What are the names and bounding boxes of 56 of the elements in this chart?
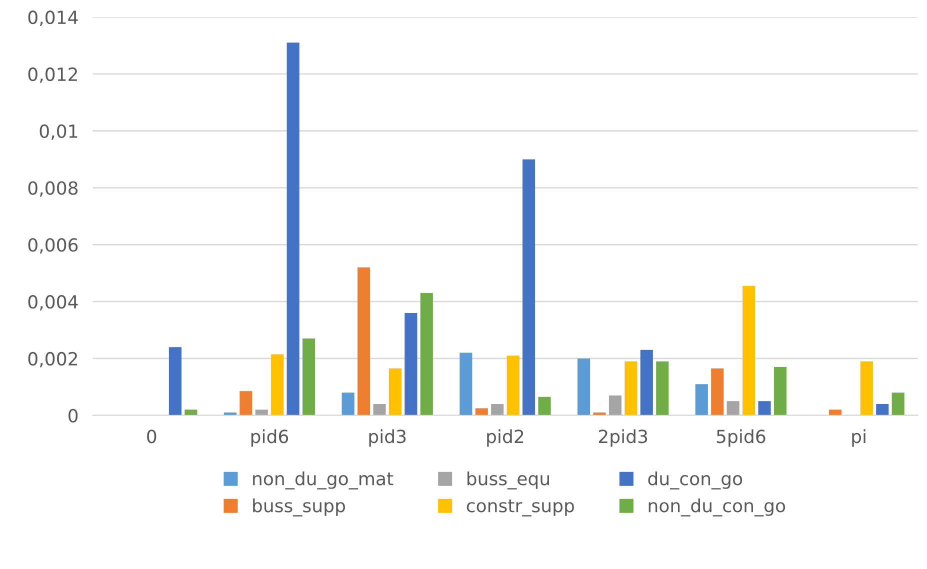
bar [656, 361, 669, 416]
x-tick-label: 5pid6 [716, 429, 766, 447]
legend-label: non_du_go_mat [253, 471, 394, 490]
bar [624, 361, 638, 416]
bar [302, 338, 316, 416]
bar [388, 368, 402, 416]
bar [255, 410, 268, 416]
legend-label: constr_supp [466, 499, 574, 516]
bar [240, 391, 252, 416]
y-tick-label: 0,012 [28, 67, 78, 83]
bar [774, 367, 787, 416]
bar [711, 368, 724, 416]
y-tick-label: 0,008 [28, 181, 78, 197]
bar [695, 384, 708, 416]
legend-label: non_du_con_go [648, 498, 786, 516]
bar [373, 404, 386, 416]
bar [828, 410, 842, 416]
y-tick-label: 0 [68, 408, 78, 422]
bar [608, 395, 622, 416]
y-tick-label: 0,014 [28, 10, 78, 26]
bar [522, 159, 536, 416]
bar [742, 286, 756, 416]
bar [184, 410, 198, 416]
bar [860, 361, 873, 416]
bar [538, 396, 551, 416]
y-tick-label: 0,002 [28, 352, 78, 368]
bar [342, 392, 354, 416]
bar [578, 358, 590, 416]
bar [357, 267, 370, 416]
y-tick-label: 0,004 [28, 295, 78, 311]
x-tick-label: 0 [147, 430, 156, 444]
bar [892, 392, 904, 416]
y-tick-label: 0,01 [40, 124, 78, 140]
legend-label: buss_supp [253, 498, 345, 516]
bar [758, 401, 771, 416]
y-tick-label: 0,006 [28, 238, 78, 254]
bar [460, 352, 472, 416]
bar [404, 312, 418, 416]
x-tick-label: pid2 [487, 429, 524, 447]
bar [420, 293, 433, 416]
bar [491, 404, 504, 416]
bar [506, 356, 520, 416]
x-tick-label: pi [852, 429, 866, 447]
bar [640, 350, 653, 416]
x-tick-label: pid3 [369, 429, 406, 447]
bar [876, 404, 889, 416]
bar [168, 347, 182, 416]
legend-label: du_con_go [648, 471, 742, 490]
x-tick-label: 2pid3 [598, 429, 648, 447]
bar [475, 408, 488, 416]
bar [593, 412, 606, 416]
bar [726, 401, 740, 416]
legend-label: buss_equ [467, 471, 549, 490]
bar [286, 42, 300, 416]
x-tick-label: pid6 [251, 429, 288, 447]
bar [271, 354, 284, 416]
